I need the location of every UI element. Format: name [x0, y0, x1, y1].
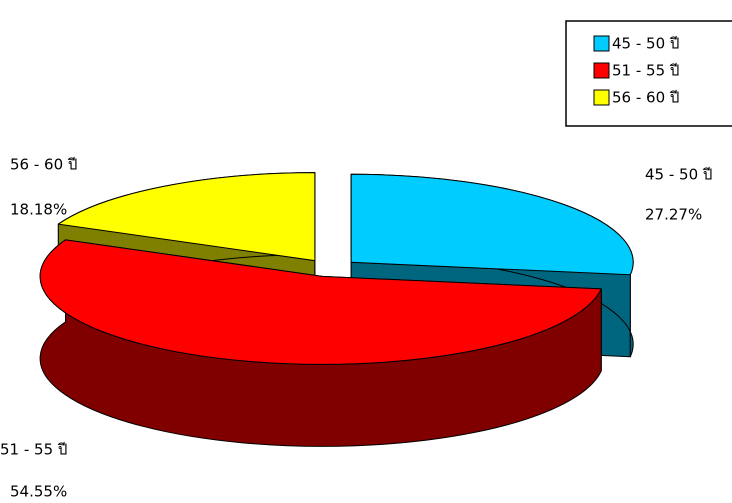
slice-top: [350, 173, 634, 276]
legend-swatch: [593, 89, 610, 106]
data-label-category: 51 - 55 ปี: [0, 441, 67, 459]
data-label-category: 56 - 60 ปี: [10, 156, 77, 174]
slice-top: [57, 172, 316, 262]
legend-swatch: [593, 35, 610, 52]
data-label-value: 54.55%: [10, 483, 67, 501]
data-label-value: 27.27%: [645, 206, 702, 224]
slice: [39, 239, 602, 447]
legend: 45 - 50 ปี 51 - 55 ปี 56 - 60 ปี: [565, 20, 732, 127]
legend-label: 51 - 55 ปี: [612, 62, 679, 80]
data-label-value: 18.18%: [10, 201, 67, 219]
legend-swatch: [593, 62, 610, 79]
legend-label: 45 - 50 ปี: [612, 35, 679, 53]
slice-top: [39, 239, 602, 365]
legend-label: 56 - 60 ปี: [612, 89, 679, 107]
data-label-category: 45 - 50 ปี: [645, 166, 712, 184]
